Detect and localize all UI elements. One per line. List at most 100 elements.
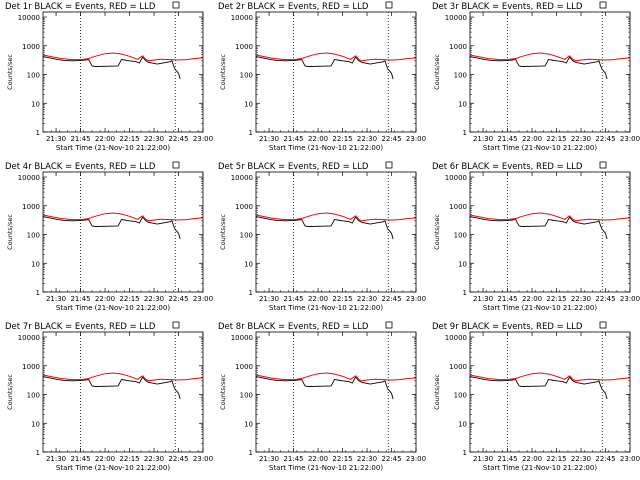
- x-tick-label: 21:45: [497, 455, 517, 463]
- x-tick-label: 23:00: [193, 455, 213, 463]
- x-tick-label: 23:00: [406, 455, 426, 463]
- x-tick-label: 21:30: [259, 135, 279, 143]
- y-tick-label: 1000: [22, 203, 40, 211]
- x-tick-label: 22:15: [546, 295, 566, 303]
- x-tick-label: 22:30: [571, 135, 591, 143]
- lld-rate-line: [255, 372, 417, 382]
- flag-marker: [385, 161, 393, 169]
- y-tick-label: 10000: [18, 14, 40, 22]
- y-tick-label: 10: [458, 260, 467, 268]
- chart-panel-1: Det 1r BLACK = Events, RED = LLD 1 10 100 10…: [5, 1, 213, 152]
- x-axis-label: Start Time (21-Nov-10 21:22:00): [56, 144, 170, 152]
- y-tick-label: 10: [244, 260, 253, 268]
- x-tick-label: 23:00: [406, 135, 426, 143]
- x-tick-label: 22:30: [144, 135, 164, 143]
- lld-rate-line: [469, 372, 631, 382]
- y-tick-label: 10000: [445, 14, 467, 22]
- events-rate-line: [255, 216, 394, 240]
- chart-panel-3: Det 3r BLACK = Events, RED = LLD 1 10 100 10…: [432, 1, 640, 152]
- x-axis-label: Start Time (21-Nov-10 21:22:00): [56, 304, 170, 312]
- x-tick-label: 21:45: [497, 295, 517, 303]
- x-tick-label: 22:00: [522, 135, 542, 143]
- lld-rate-line: [42, 212, 204, 222]
- flag-marker: [172, 321, 180, 329]
- y-axis-label: Counts/sec: [433, 54, 441, 90]
- x-tick-label: 21:45: [283, 135, 303, 143]
- chart-title: Det 4r BLACK = Events, RED = LLD: [5, 162, 156, 172]
- events-rate-line: [255, 376, 394, 400]
- x-tick-label: 22:30: [571, 295, 591, 303]
- x-tick-label: 22:30: [144, 455, 164, 463]
- chart-panel-6: Det 6r BLACK = Events, RED = LLD 1 10 100 10…: [432, 161, 640, 312]
- x-tick-label: 21:45: [283, 295, 303, 303]
- events-rate-line: [42, 216, 181, 240]
- chart-title: Det 1r BLACK = Events, RED = LLD: [5, 2, 156, 12]
- x-tick-label: 22:00: [522, 455, 542, 463]
- x-tick-label: 21:30: [259, 455, 279, 463]
- y-tick-label: 100: [27, 392, 40, 400]
- x-tick-label: 21:30: [259, 295, 279, 303]
- y-axis-label: Counts/sec: [219, 54, 227, 90]
- x-tick-label: 22:00: [95, 455, 115, 463]
- flag-marker: [172, 1, 180, 9]
- events-rate-line: [255, 56, 394, 80]
- y-tick-label: 1000: [235, 363, 253, 371]
- x-tick-label: 22:45: [168, 135, 188, 143]
- y-tick-label: 100: [240, 232, 253, 240]
- x-tick-label: 21:45: [70, 135, 90, 143]
- y-tick-label: 10: [31, 100, 40, 108]
- x-tick-label: 23:00: [620, 455, 640, 463]
- y-tick-label: 1: [249, 289, 253, 297]
- x-tick-label: 21:30: [46, 455, 66, 463]
- x-tick-label: 22:45: [168, 295, 188, 303]
- chart-panel-4: Det 4r BLACK = Events, RED = LLD 1 10 100 10…: [5, 161, 213, 312]
- chart-panel-8: Det 8r BLACK = Events, RED = LLD 1 10 100 10…: [218, 321, 426, 472]
- y-tick-label: 10000: [231, 334, 253, 342]
- events-rate-line: [469, 56, 608, 80]
- flag-marker: [599, 161, 607, 169]
- plot-frame: [469, 171, 631, 293]
- y-tick-label: 1000: [22, 43, 40, 51]
- lld-rate-line: [42, 52, 204, 62]
- y-tick-label: 100: [454, 72, 467, 80]
- y-tick-label: 100: [240, 392, 253, 400]
- events-rate-line: [42, 376, 181, 400]
- y-tick-label: 10000: [18, 334, 40, 342]
- y-tick-label: 1000: [235, 203, 253, 211]
- y-tick-label: 100: [454, 232, 467, 240]
- y-tick-label: 1: [36, 449, 40, 457]
- x-tick-label: 21:30: [473, 295, 493, 303]
- chart-panel-2: Det 2r BLACK = Events, RED = LLD 1 10 100 10…: [218, 1, 426, 152]
- x-tick-label: 22:15: [546, 135, 566, 143]
- plot-frame: [42, 171, 204, 293]
- x-tick-label: 22:00: [308, 295, 328, 303]
- chart-title: Det 8r BLACK = Events, RED = LLD: [218, 322, 369, 332]
- x-tick-label: 22:15: [332, 135, 352, 143]
- x-tick-label: 23:00: [620, 135, 640, 143]
- x-tick-label: 22:45: [595, 455, 615, 463]
- events-rate-line: [469, 216, 608, 240]
- y-tick-label: 100: [27, 72, 40, 80]
- lld-rate-line: [469, 212, 631, 222]
- lld-rate-line: [42, 372, 204, 382]
- x-tick-label: 22:00: [308, 455, 328, 463]
- y-tick-label: 10: [458, 100, 467, 108]
- x-tick-label: 22:15: [119, 135, 139, 143]
- x-tick-label: 22:45: [381, 135, 401, 143]
- y-axis-label: Counts/sec: [219, 374, 227, 410]
- y-tick-label: 10: [244, 100, 253, 108]
- y-axis-label: Counts/sec: [433, 214, 441, 250]
- x-tick-label: 21:45: [283, 455, 303, 463]
- chart-title: Det 5r BLACK = Events, RED = LLD: [218, 162, 369, 172]
- y-axis-label: Counts/sec: [219, 214, 227, 250]
- y-tick-label: 1: [463, 449, 467, 457]
- events-rate-line: [469, 376, 608, 400]
- lld-rate-line: [469, 52, 631, 62]
- x-tick-label: 22:30: [357, 135, 377, 143]
- chart-title: Det 6r BLACK = Events, RED = LLD: [432, 162, 583, 172]
- y-tick-label: 10000: [231, 14, 253, 22]
- x-tick-label: 23:00: [193, 295, 213, 303]
- lld-rate-line: [255, 212, 417, 222]
- chart-panel-7: Det 7r BLACK = Events, RED = LLD 1 10 100 10…: [5, 321, 213, 472]
- x-tick-label: 22:45: [381, 295, 401, 303]
